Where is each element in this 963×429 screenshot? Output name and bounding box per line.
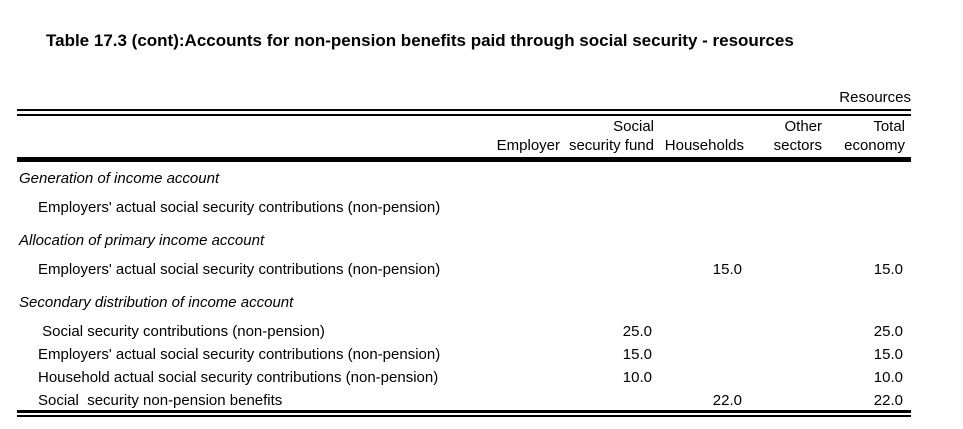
cell-value: [822, 170, 905, 188]
table-row: Employers' actual social security contri…: [17, 199, 905, 217]
cell-value: [560, 261, 654, 279]
cell-value: [744, 323, 822, 341]
cell-value: [744, 170, 822, 188]
cell-value: [654, 346, 744, 364]
table-row: Employers' actual social security contri…: [17, 346, 905, 364]
column-header-4-line2: economy: [844, 137, 905, 154]
cell-value: 15.0: [712, 261, 742, 278]
cell-value: [560, 199, 654, 217]
cell-value: [744, 232, 822, 250]
cell-value: [463, 199, 560, 217]
table-header: Social Other Total Employer security fund Hou…: [17, 118, 911, 154]
column-header-3-line1: Other: [784, 118, 822, 135]
cell-value: 15.0: [873, 346, 903, 363]
header-spacer: [17, 118, 463, 135]
column-header-0-line2: Employer: [496, 137, 560, 154]
cell-value: [463, 294, 560, 312]
cell-value: [463, 170, 560, 188]
row-label: Social security contributions (non-pensi…: [38, 323, 325, 340]
cell-value: [744, 392, 822, 410]
cell-value: [463, 392, 560, 410]
cell-value: [654, 232, 744, 250]
top-double-rule: [17, 109, 911, 116]
column-header-2-line2: Households: [664, 137, 744, 154]
cell-value: [463, 323, 560, 341]
column-header-3-line2: sectors: [773, 137, 822, 154]
cell-value: [654, 369, 744, 387]
cell-value: 15.0: [622, 346, 652, 363]
column-header-4-line1: Total: [873, 118, 905, 135]
column-header-0-line1: [463, 118, 560, 135]
header-spacer: [17, 137, 463, 154]
cell-value: [560, 392, 654, 410]
cell-value: [822, 232, 905, 250]
cell-value: [560, 232, 654, 250]
accounts-table: Resources Social Other Total Employer securi…: [17, 0, 911, 429]
cell-value: [822, 294, 905, 312]
cell-value: [463, 261, 560, 279]
cell-value: [654, 323, 744, 341]
cell-value: [463, 346, 560, 364]
header-separator-rule: [17, 157, 911, 162]
table-row: Employers' actual social security contri…: [17, 261, 905, 279]
row-label: Household actual social security contrib…: [38, 369, 439, 386]
cell-value: [822, 199, 905, 217]
row-label: Employers' actual social security contri…: [38, 199, 441, 216]
cell-value: [654, 294, 744, 312]
table-row: Household actual social security contrib…: [17, 369, 905, 387]
bottom-double-rule: [17, 410, 911, 417]
cell-value: [744, 346, 822, 364]
section-row: Allocation of primary income account: [17, 232, 905, 250]
cell-value: [560, 170, 654, 188]
cell-value: [744, 199, 822, 217]
row-label: Allocation of primary income account: [19, 232, 265, 249]
cell-value: [463, 369, 560, 387]
table-title: Table 17.3 (cont):Accounts for non-pensi…: [46, 31, 794, 50]
cell-value: 10.0: [622, 369, 652, 386]
table-row: Social security contributions (non-pensi…: [17, 323, 905, 341]
cell-value: 25.0: [622, 323, 652, 340]
cell-value: [744, 294, 822, 312]
cell-value: 15.0: [873, 261, 903, 278]
section-row: Secondary distribution of income account: [17, 294, 905, 312]
cell-value: [654, 199, 744, 217]
cell-value: 25.0: [873, 323, 903, 340]
row-label: Secondary distribution of income account: [19, 294, 294, 311]
column-header-2-line1: [654, 118, 744, 135]
column-header-1-line1: Social: [613, 118, 654, 135]
cell-value: 22.0: [873, 392, 903, 409]
cell-value: [463, 232, 560, 250]
cell-value: 22.0: [712, 392, 742, 409]
resources-corner-label: Resources: [839, 89, 911, 106]
row-label: Generation of income account: [19, 170, 220, 187]
cell-value: 10.0: [873, 369, 903, 386]
column-header-1-line2: security fund: [568, 137, 654, 154]
cell-value: [654, 170, 744, 188]
section-row: Generation of income account: [17, 170, 905, 188]
table-body: Generation of income account Employers' a…: [17, 163, 911, 410]
cell-value: [744, 261, 822, 279]
table-row: Social security non-pension benefits 22.0…: [17, 392, 905, 410]
cell-value: [560, 294, 654, 312]
row-label: Social security non-pension benefits: [38, 392, 283, 409]
cell-value: [744, 369, 822, 387]
row-label: Employers' actual social security contri…: [38, 346, 441, 363]
row-label: Employers' actual social security contri…: [38, 261, 441, 278]
